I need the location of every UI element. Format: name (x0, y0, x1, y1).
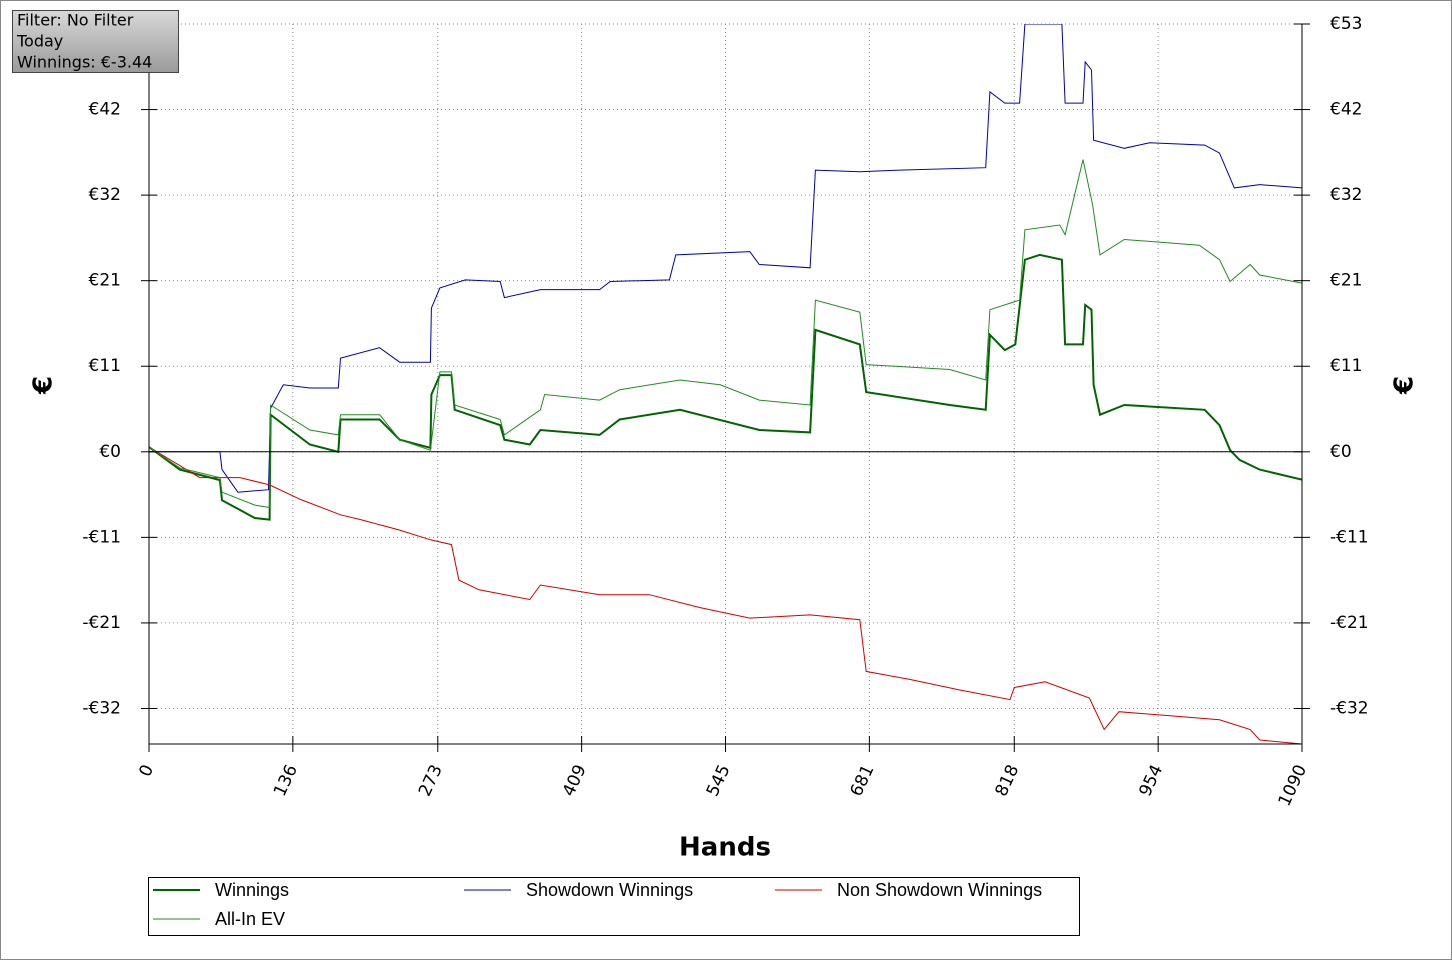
y2-axis-title: € (1390, 376, 1420, 395)
y-tick-label: €32 (89, 185, 121, 205)
y-tick-label: -€32 (82, 698, 121, 718)
series-line (149, 446, 1302, 744)
legend: Winnings Showdown Winnings Non Showdown Wi… (153, 880, 1042, 929)
info-line: Today (16, 32, 63, 51)
info: Filter: No Filter Today Winnings: €-3.44 (16, 11, 152, 72)
y-tick-label: €42 (89, 100, 121, 120)
y-tick-label: €11 (89, 356, 121, 376)
lines (149, 24, 1302, 744)
y-axis-title: € (29, 376, 59, 395)
y2-tick-label: €21 (1330, 271, 1362, 291)
info-line: Filter: No Filter (17, 11, 134, 30)
legend-box (148, 877, 1080, 936)
y2-tick-label: €11 (1330, 356, 1362, 376)
y2-tick-label: -€11 (1330, 527, 1369, 547)
y2-tick-label: €32 (1330, 185, 1362, 205)
y2-tick-label: -€21 (1330, 613, 1369, 633)
info-line: Winnings: €-3.44 (17, 53, 152, 72)
y2-tick-label: -€32 (1330, 698, 1369, 718)
y2-tick-label: €42 (1330, 100, 1362, 120)
x-axis-title: Hands (679, 833, 771, 863)
y-tick-label: -€21 (82, 613, 121, 633)
series-line (149, 24, 1302, 493)
y-tick-label: -€11 (82, 527, 121, 547)
y-tick-label: €0 (99, 442, 121, 462)
legend-label: Non Showdown Winnings (837, 880, 1042, 900)
legend-label: Winnings (215, 880, 289, 900)
series-line (149, 253, 1302, 521)
y2-tick-label: €0 (1330, 442, 1352, 462)
legend-label: All-In EV (215, 909, 285, 929)
series-line (149, 159, 1302, 509)
info-box (12, 10, 179, 73)
y2-tick-label: €53 (1330, 14, 1362, 34)
y-tick-label: €21 (89, 271, 121, 291)
legend-label: Showdown Winnings (526, 880, 693, 900)
